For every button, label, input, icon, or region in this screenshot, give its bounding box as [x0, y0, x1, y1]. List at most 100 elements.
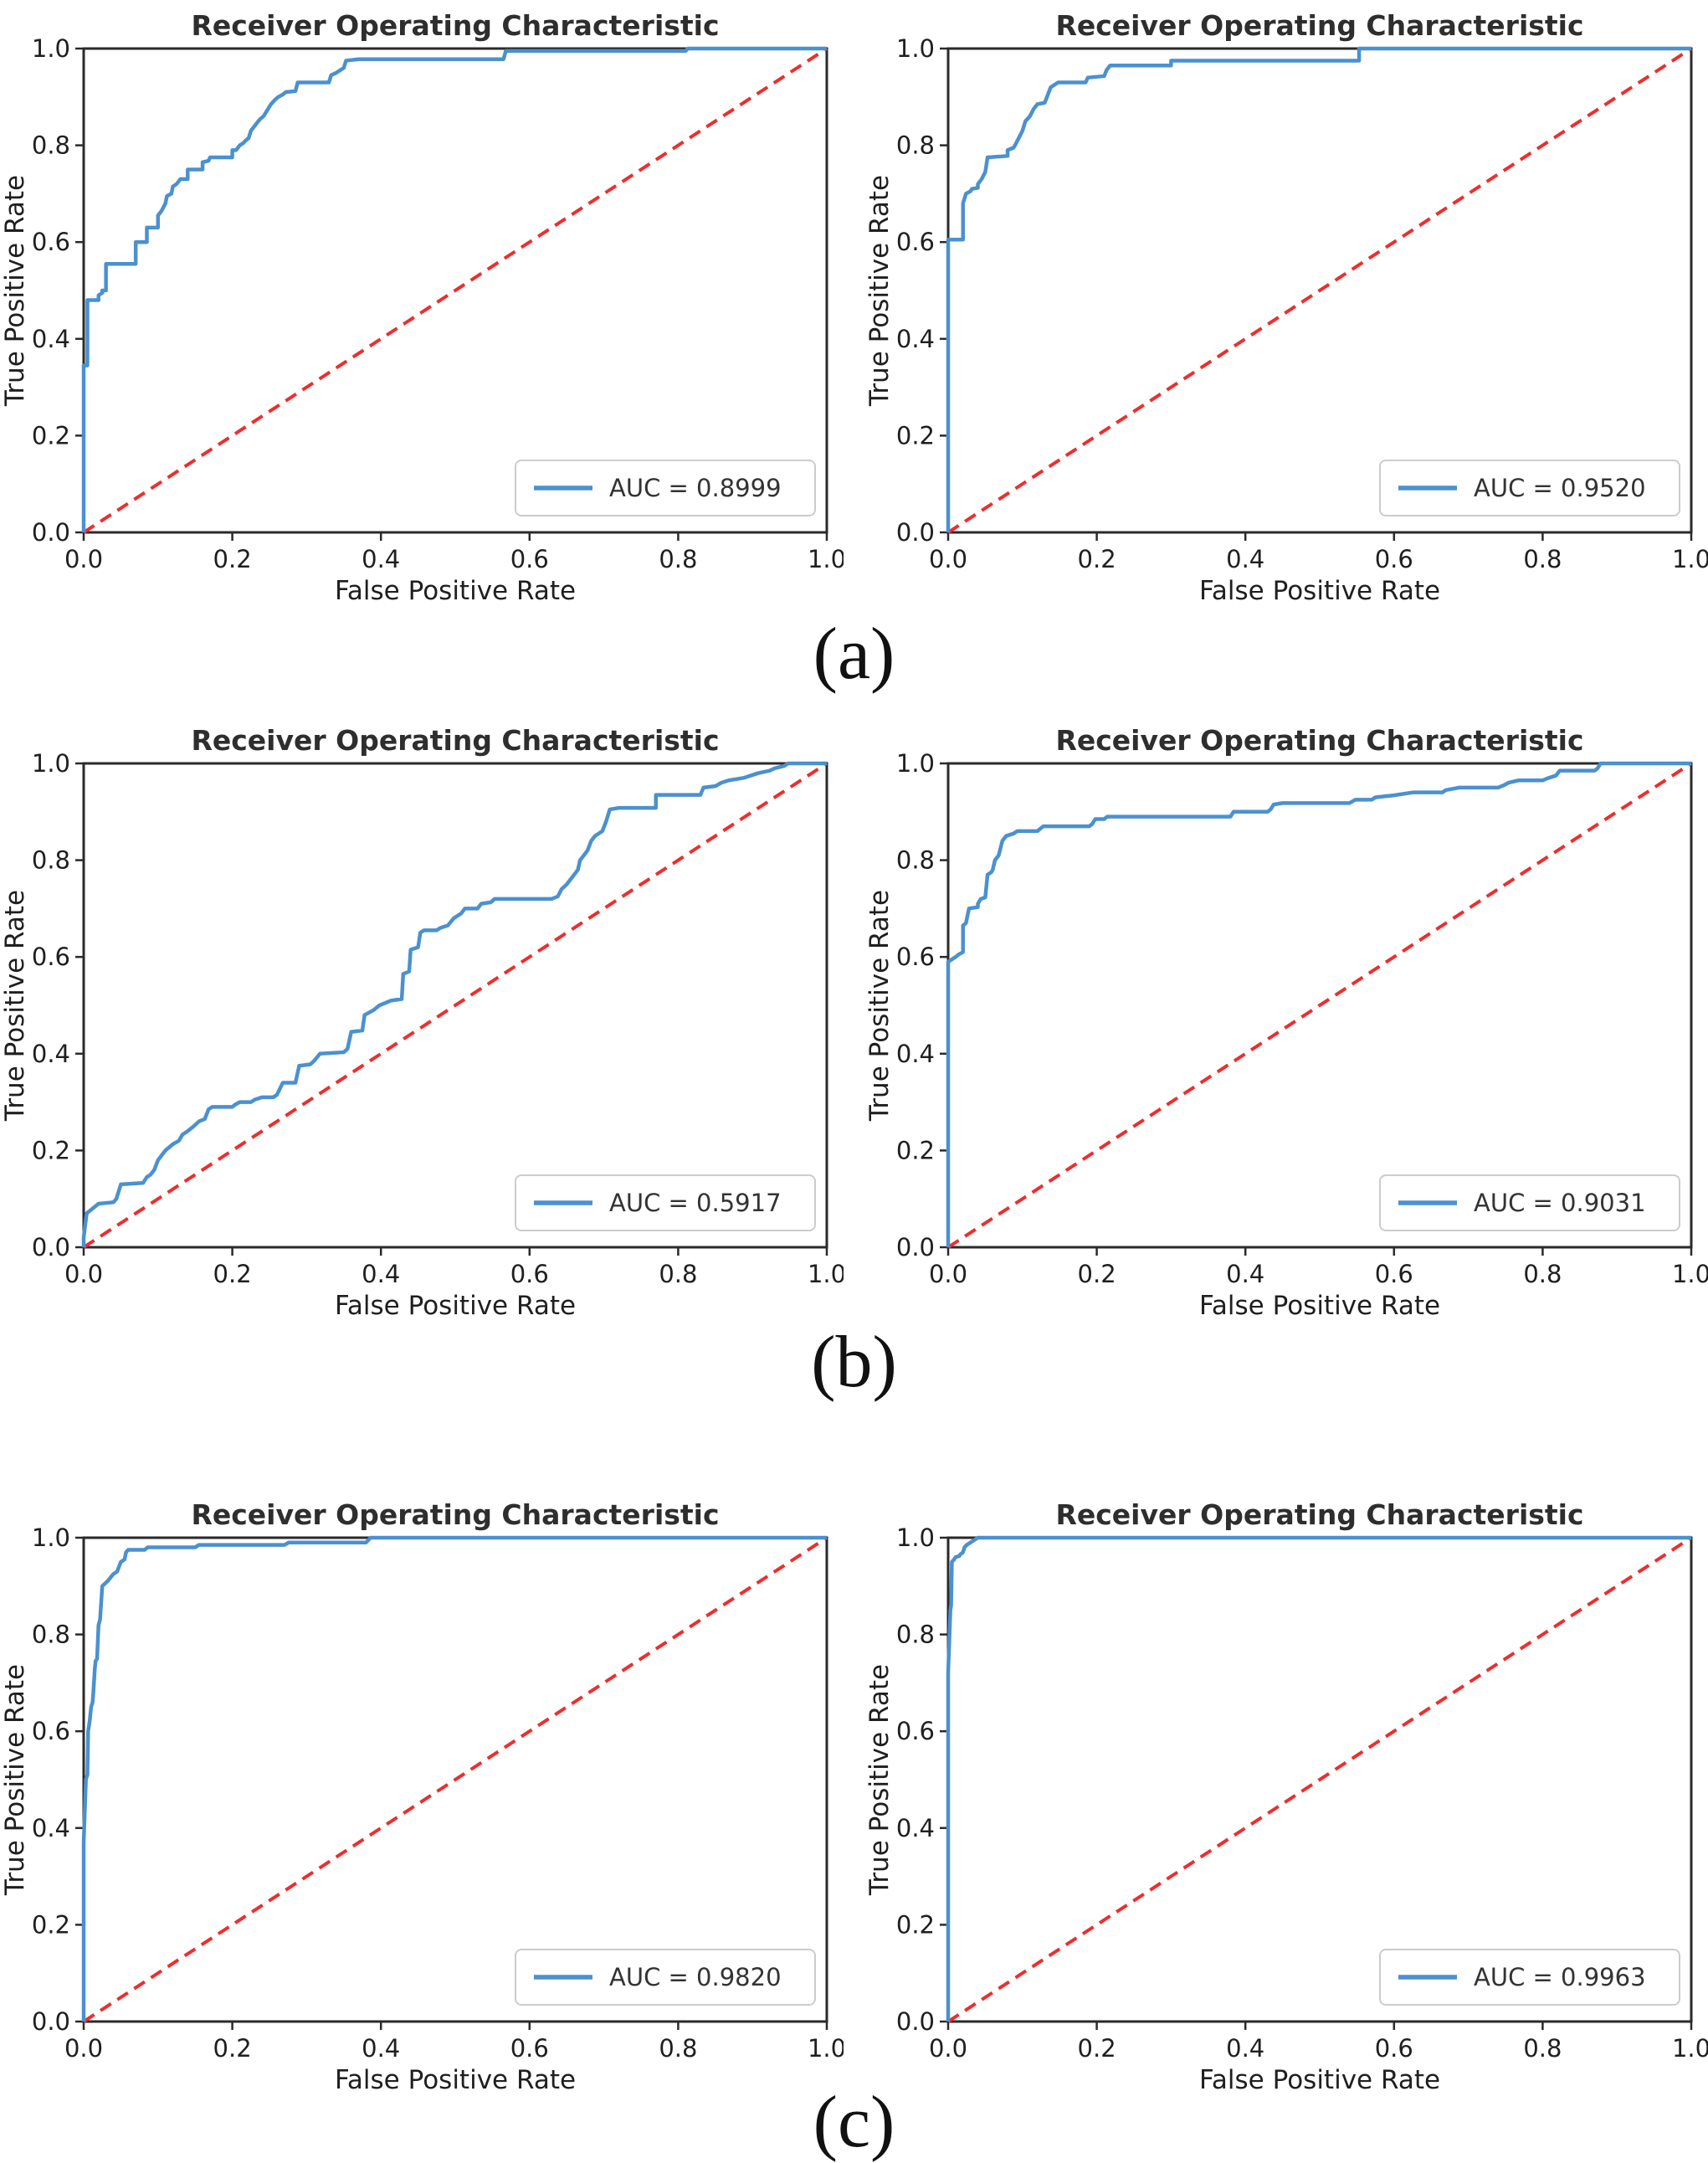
panel-a-left-cell: 0.0 0.2 0.4 0.6 0.8 1.0 0.0 0.2 0.4 0.6 0.8 1.0 Fals… [0, 5, 844, 601]
roc-curve-line [81, 1535, 827, 2022]
y-tick-label: 1.0 [32, 1523, 70, 1552]
y-axis-label: True Positive Rate [864, 890, 895, 1122]
y-axis-label: True Positive Rate [0, 890, 30, 1122]
x-tick-label: 1.0 [1672, 545, 1708, 573]
y-tick-label: 0.0 [32, 2007, 70, 2036]
y-tick-label: 0.4 [896, 325, 935, 353]
x-tick-label: 0.8 [659, 545, 697, 573]
chart-title: Receiver Operating Characteristic [1055, 724, 1583, 757]
x-tick-label: 0.8 [1523, 545, 1562, 573]
x-tick-label: 0.6 [1375, 2034, 1413, 2063]
y-tick-label: 1.0 [896, 34, 935, 63]
panel-label-a: (a) [813, 614, 895, 695]
x-tick-label: 0.8 [659, 1260, 697, 1288]
chance-diagonal-line [82, 762, 828, 1249]
roc-chart-b-left: 0.0 0.2 0.4 0.6 0.8 1.0 0.0 0.2 0.4 0.6 0.8 1.0 Fals… [0, 724, 844, 1316]
legend-box [1379, 460, 1680, 516]
x-tick-label: 0.0 [64, 1260, 103, 1288]
legend-box [515, 1949, 816, 2006]
y-tick-label: 0.0 [32, 1233, 70, 1261]
panel-label-c: (c) [813, 2082, 895, 2163]
row-spacer [0, 1423, 1708, 1494]
chart-title: Receiver Operating Characteristic [1055, 1498, 1583, 1531]
axes-spines [82, 762, 828, 1249]
x-tick-label: 0.0 [929, 2034, 967, 2063]
legend-auc-label: AUC = 0.9963 [1474, 1963, 1646, 1991]
y-tick-label: 1.0 [896, 749, 935, 778]
x-axis-label: False Positive Rate [335, 576, 576, 601]
x-tick-label: 0.4 [362, 1260, 400, 1288]
panel-label-b: (b) [811, 1322, 897, 1403]
legend-box [515, 1174, 816, 1231]
y-tick-label: 1.0 [32, 749, 70, 778]
x-tick-label: 0.2 [213, 545, 252, 573]
x-tick-label: 0.2 [1078, 545, 1116, 573]
y-tick-label: 0.4 [32, 1040, 70, 1068]
x-tick-label: 0.2 [213, 1260, 252, 1288]
y-tick-label: 0.6 [896, 943, 935, 971]
x-axis-label: False Positive Rate [335, 2065, 576, 2090]
x-tick-label: 0.8 [1523, 1260, 1562, 1288]
y-tick-label: 0.6 [32, 943, 70, 971]
panel-a-row: 0.0 0.2 0.4 0.6 0.8 1.0 0.0 0.2 0.4 0.6 0.8 1.0 Fals… [0, 5, 1708, 601]
x-tick-label: 0.6 [1375, 545, 1413, 573]
legend-auc-label: AUC = 0.8999 [609, 474, 782, 502]
y-tick-label: 1.0 [32, 34, 70, 63]
y-axis-label: True Positive Rate [864, 175, 895, 407]
legend-auc-label: AUC = 0.9031 [1474, 1189, 1646, 1217]
legend-box [515, 460, 816, 516]
x-axis-label: False Positive Rate [1199, 2065, 1440, 2090]
chart-title: Receiver Operating Characteristic [191, 1498, 719, 1531]
y-tick-label: 0.6 [896, 228, 935, 256]
chance-diagonal-line [82, 47, 828, 534]
y-tick-label: 0.8 [896, 1621, 935, 1649]
y-axis-label: True Positive Rate [864, 1664, 895, 1896]
y-tick-label: 0.2 [32, 1910, 70, 1939]
y-tick-label: 0.0 [896, 518, 935, 547]
y-tick-label: 0.2 [32, 1136, 70, 1164]
roc-chart-a-right: 0.0 0.2 0.4 0.6 0.8 1.0 0.0 0.2 0.4 0.6 0.8 1.0 Fals… [864, 9, 1708, 601]
chart-title: Receiver Operating Characteristic [191, 724, 719, 757]
panel-b-left-cell: 0.0 0.2 0.4 0.6 0.8 1.0 0.0 0.2 0.4 0.6 0.8 1.0 Fals… [0, 720, 844, 1316]
panel-c-right-cell: 0.0 0.2 0.4 0.6 0.8 1.0 0.0 0.2 0.4 0.6 0.8 1.0 Fals… [864, 1494, 1708, 2090]
x-tick-label: 0.0 [929, 545, 967, 573]
x-tick-label: 0.4 [362, 545, 400, 573]
y-tick-label: 0.4 [32, 1814, 70, 1842]
x-tick-label: 0.4 [1226, 2034, 1264, 2063]
y-tick-label: 0.4 [32, 325, 70, 353]
chance-diagonal-line [946, 1536, 1693, 2023]
roc-chart-a-left: 0.0 0.2 0.4 0.6 0.8 1.0 0.0 0.2 0.4 0.6 0.8 1.0 Fals… [0, 9, 844, 601]
chance-diagonal-line [946, 47, 1693, 534]
x-tick-label: 0.0 [929, 1260, 967, 1288]
roc-curve-line [946, 46, 1691, 532]
y-tick-label: 0.0 [32, 518, 70, 547]
roc-chart-c-left: 0.0 0.2 0.4 0.6 0.8 1.0 0.0 0.2 0.4 0.6 0.8 1.0 Fals… [0, 1498, 844, 2090]
roc-chart-b-right: 0.0 0.2 0.4 0.6 0.8 1.0 0.0 0.2 0.4 0.6 0.8 1.0 Fals… [864, 724, 1708, 1316]
x-tick-label: 1.0 [1672, 2034, 1708, 2063]
x-tick-label: 0.6 [510, 2034, 549, 2063]
y-tick-label: 0.2 [896, 1910, 935, 1939]
y-tick-label: 0.8 [32, 131, 70, 160]
x-tick-label: 0.2 [1078, 1260, 1116, 1288]
chance-diagonal-line [946, 762, 1693, 1249]
y-tick-label: 0.6 [32, 228, 70, 256]
roc-curve-line [81, 761, 827, 1247]
y-tick-label: 0.8 [896, 846, 935, 875]
roc-curve-line [946, 1535, 1691, 2022]
y-tick-label: 0.0 [896, 2007, 935, 2036]
legend-box [1379, 1949, 1680, 2006]
x-axis-label: False Positive Rate [335, 1291, 576, 1316]
y-tick-label: 0.6 [896, 1717, 935, 1745]
x-tick-label: 1.0 [808, 545, 844, 573]
chance-diagonal-line [82, 1536, 828, 2023]
x-tick-label: 0.2 [213, 2034, 252, 2063]
roc-curve-line [946, 761, 1691, 1247]
x-tick-label: 0.6 [510, 545, 549, 573]
y-tick-label: 1.0 [896, 1523, 935, 1552]
legend-auc-label: AUC = 0.9520 [1474, 474, 1646, 502]
y-tick-label: 0.2 [32, 421, 70, 450]
legend-auc-label: AUC = 0.5917 [609, 1189, 782, 1217]
x-tick-label: 0.2 [1078, 2034, 1116, 2063]
chart-title: Receiver Operating Characteristic [1055, 9, 1583, 42]
